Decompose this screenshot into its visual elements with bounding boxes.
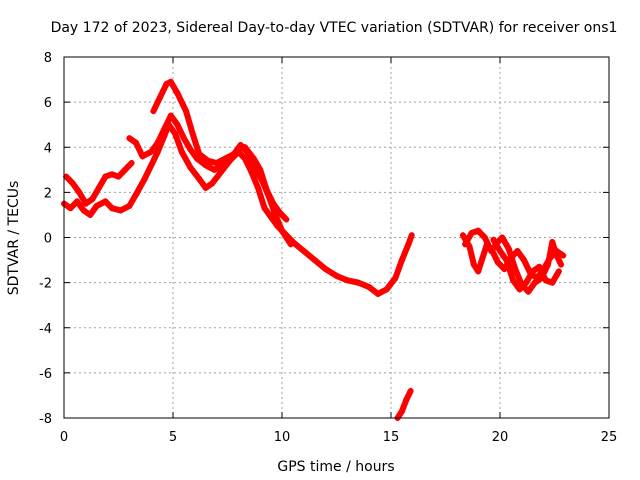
x-axis-label: GPS time / hours — [277, 459, 394, 475]
chart-title: Day 172 of 2023, Sidereal Day-to-day VTE… — [51, 20, 618, 36]
y-axis-label: SDTVAR / TECUs — [6, 181, 22, 296]
data-point — [558, 261, 565, 268]
data-trace — [189, 130, 203, 158]
series-ons1 — [61, 78, 567, 421]
data-trace — [503, 257, 517, 284]
data-point — [128, 160, 135, 167]
y-tick-label: 4 — [44, 141, 52, 156]
data-points — [61, 78, 567, 421]
x-tick-label: 5 — [169, 430, 177, 445]
data-trace — [250, 162, 266, 185]
data-trace — [279, 227, 294, 248]
data-trace — [178, 148, 194, 171]
data-point — [287, 241, 294, 248]
data-trace — [466, 243, 477, 268]
data-trace — [276, 209, 290, 223]
y-tick-label: 2 — [44, 186, 52, 201]
x-tick-label: 0 — [60, 430, 68, 445]
y-tick-label: 8 — [44, 51, 52, 66]
x-tick-label: 25 — [601, 430, 618, 445]
data-trace — [172, 130, 185, 155]
data-point — [283, 216, 290, 223]
data-point — [407, 387, 414, 394]
data-trace — [549, 268, 562, 286]
data-trace — [392, 257, 405, 282]
x-tick-label: 15 — [383, 430, 400, 445]
y-tick-label: 0 — [44, 232, 52, 247]
x-tick-label: 10 — [274, 430, 291, 445]
y-tick-label: -6 — [39, 367, 52, 382]
data-trace — [132, 175, 148, 198]
data-point — [408, 232, 415, 239]
plot-frame — [63, 56, 610, 419]
data-trace — [255, 184, 268, 212]
data-trace — [505, 245, 519, 273]
data-trace — [265, 193, 279, 218]
y-tick-label: -4 — [39, 322, 52, 337]
y-tick-label: -8 — [39, 412, 52, 427]
data-trace — [183, 108, 196, 137]
axis-ticks: 0 5 10 15 20 25 -8 -6 -4 -2 0 2 4 6 8 — [39, 51, 617, 445]
data-point — [560, 252, 567, 259]
y-tick-label: 6 — [44, 96, 52, 111]
x-tick-label: 20 — [492, 430, 509, 445]
data-trace — [122, 160, 135, 173]
grid — [64, 57, 609, 418]
data-point — [555, 268, 562, 275]
data-trace — [174, 90, 190, 115]
y-tick-label: -2 — [39, 277, 52, 292]
